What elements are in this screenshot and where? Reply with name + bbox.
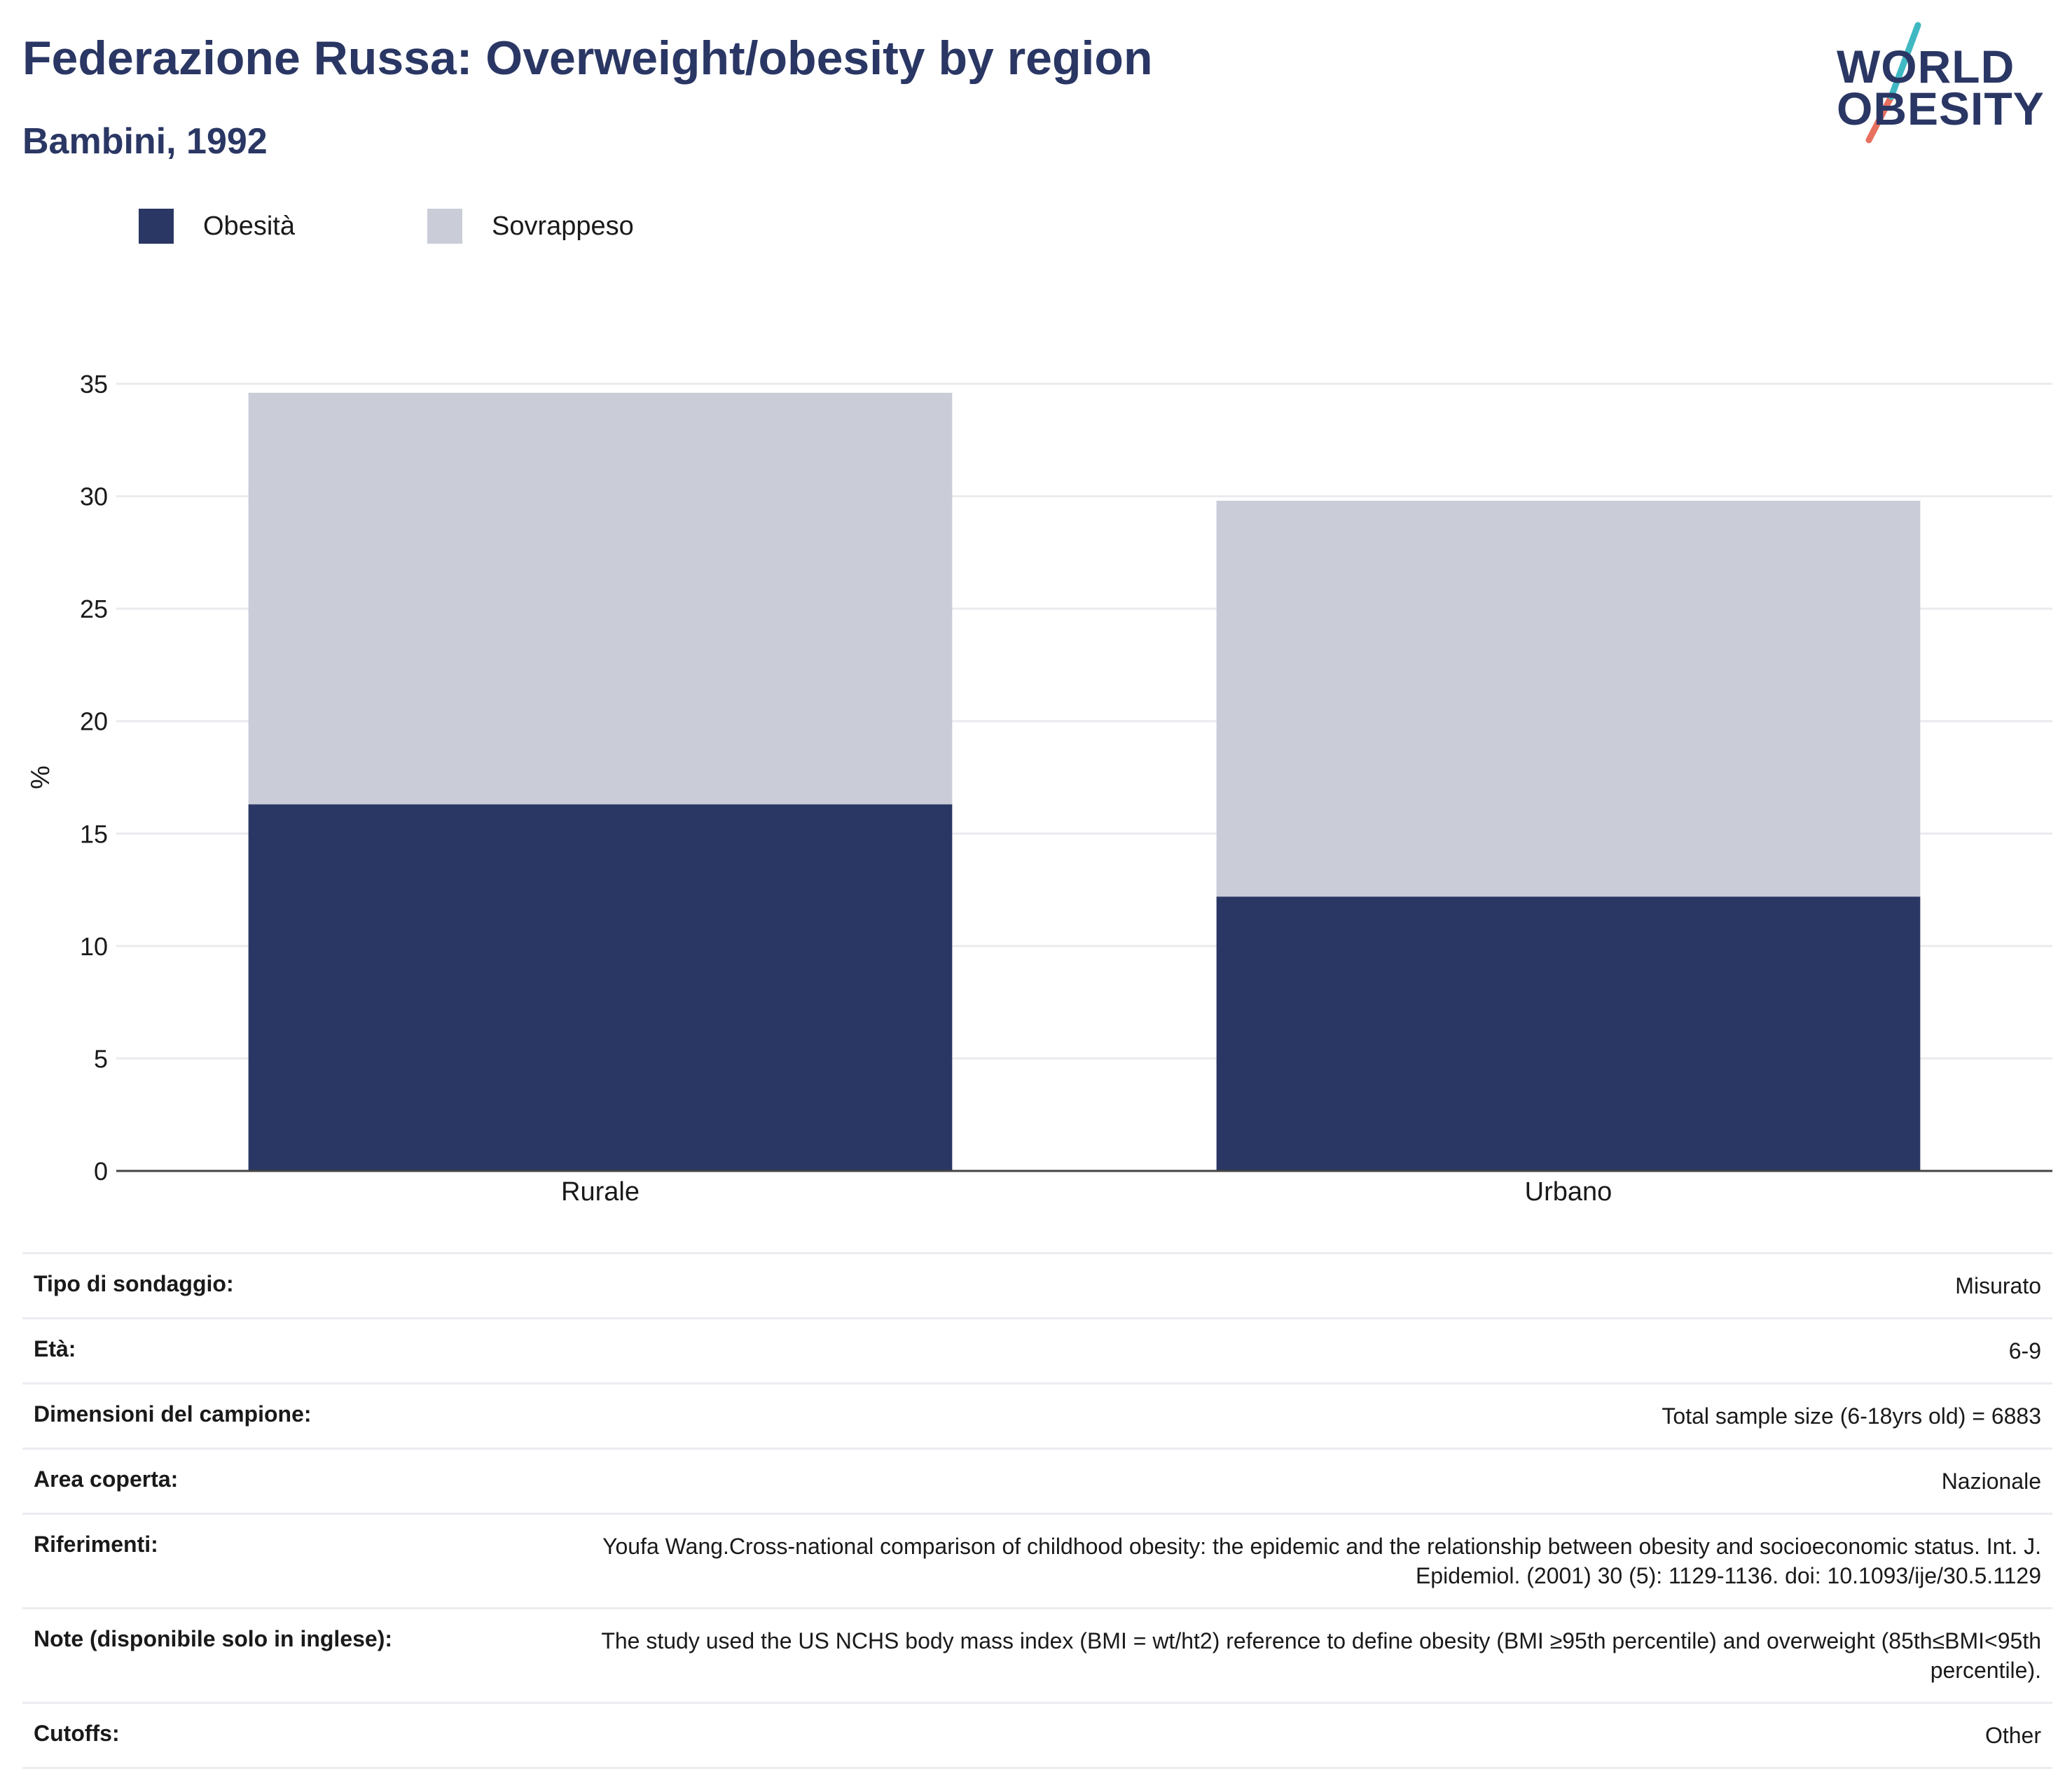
y-tick-label: 30 bbox=[80, 483, 108, 511]
meta-value: Youfa Wang.Cross-national comparison of … bbox=[602, 1534, 2041, 1588]
meta-row: Cutoffs: Other bbox=[22, 1702, 2052, 1769]
meta-row: Area coperta: Nazionale bbox=[22, 1448, 2052, 1513]
meta-row: Dimensioni del campione: Total sample siz… bbox=[22, 1382, 2052, 1448]
bar-rurale-obesity bbox=[248, 804, 953, 1171]
meta-value: Nazionale bbox=[1941, 1469, 2041, 1494]
x-tick-label: Rurale bbox=[561, 1177, 640, 1207]
meta-row: Età: 6-9 bbox=[22, 1317, 2052, 1382]
y-tick-label: 5 bbox=[94, 1044, 108, 1073]
x-tick-label: Urbano bbox=[1525, 1177, 1612, 1207]
meta-label: Note (disponibile solo in inglese): bbox=[34, 1626, 393, 1651]
y-tick-label: 0 bbox=[94, 1157, 108, 1186]
y-tick-label: 20 bbox=[80, 707, 108, 736]
meta-value: The study used the US NCHS body mass ind… bbox=[601, 1628, 2041, 1683]
logo-slash-icon bbox=[1865, 22, 1921, 144]
meta-value: Misurato bbox=[1955, 1273, 2041, 1298]
legend-swatch-overweight bbox=[427, 209, 462, 244]
meta-label: Riferimenti: bbox=[34, 1532, 158, 1557]
y-tick-label: 25 bbox=[80, 595, 108, 623]
y-tick-label: 10 bbox=[80, 932, 108, 961]
meta-label: Cutoffs: bbox=[34, 1721, 120, 1746]
bar-rurale-overweight bbox=[248, 392, 953, 805]
meta-label: Area coperta: bbox=[34, 1466, 179, 1492]
meta-row: Tipo di sondaggio: Misurato bbox=[22, 1252, 2052, 1317]
bar-urbano-overweight bbox=[1216, 500, 1921, 897]
world-obesity-logo: WORLD OBESITY bbox=[1821, 15, 2059, 148]
y-tick-label: 15 bbox=[80, 819, 108, 848]
logo-line-1: WORLD bbox=[1837, 41, 2015, 92]
y-axis-label: % bbox=[26, 765, 55, 789]
y-tick-label: 35 bbox=[80, 370, 108, 398]
meta-row: Note (disponibile solo in inglese): The s… bbox=[22, 1607, 2052, 1702]
meta-value: 6-9 bbox=[2008, 1338, 2041, 1364]
legend-swatch-obesity bbox=[139, 209, 174, 244]
meta-value: Total sample size (6-18yrs old) = 6883 bbox=[1662, 1403, 2041, 1429]
page-subtitle: Bambini, 1992 bbox=[22, 121, 268, 162]
meta-label: Tipo di sondaggio: bbox=[34, 1271, 234, 1296]
meta-label: Dimensioni del campione: bbox=[34, 1401, 312, 1427]
meta-label: Età: bbox=[34, 1336, 76, 1361]
legend-label-obesity: Obesità bbox=[203, 211, 295, 241]
survey-details-table: Tipo di sondaggio: Misurato Età: 6-9 Dimensi… bbox=[22, 1252, 2052, 1769]
legend-label-overweight: Sovrappeso bbox=[492, 211, 634, 241]
bar-urbano-obesity bbox=[1216, 896, 1921, 1171]
meta-row: Riferimenti: Youfa Wang.Cross-national co… bbox=[22, 1513, 2052, 1607]
stacked-bar-chart: 0 5 10 15 20 25 30 35% Rurale Urbano bbox=[26, 370, 2052, 1207]
page-title: Federazione Russa: Overweight/obesity by… bbox=[22, 32, 1153, 85]
meta-value: Other bbox=[1984, 1723, 2041, 1748]
logo-line-2: OBESITY bbox=[1837, 83, 2045, 134]
